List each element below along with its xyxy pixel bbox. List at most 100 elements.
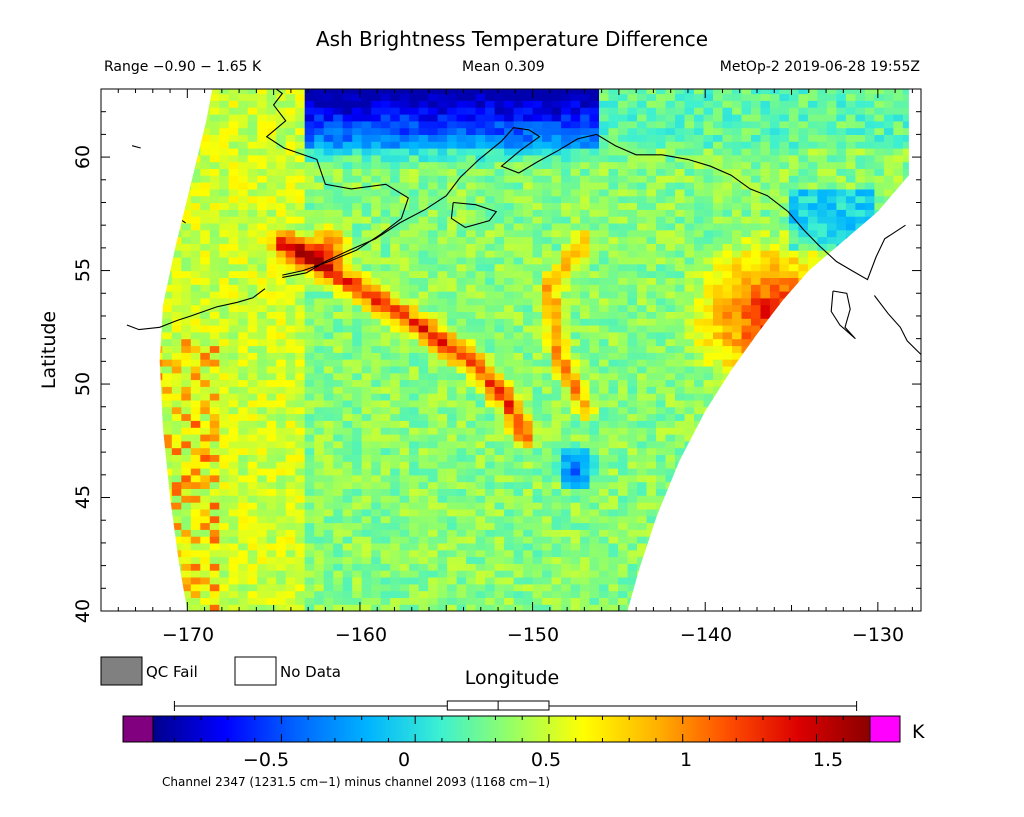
heatmap-cell (826, 359, 837, 367)
heatmap-cell (694, 488, 705, 496)
heatmap-cell (323, 604, 334, 611)
heatmap-cell (228, 236, 239, 244)
heatmap-cell (760, 318, 771, 326)
heatmap-cell (826, 284, 837, 292)
heatmap-cell (276, 542, 287, 551)
heatmap-cell (656, 481, 667, 489)
heatmap-cell (399, 570, 410, 578)
heatmap-cell (485, 447, 496, 455)
heatmap-cell (675, 434, 686, 442)
heatmap-cell (466, 515, 477, 524)
heatmap-cell (475, 297, 486, 306)
heatmap-cell (159, 277, 163, 285)
heatmap-cell (247, 365, 258, 374)
heatmap-cell (817, 216, 828, 224)
heatmap-cell (542, 379, 553, 387)
heatmap-cell (855, 549, 866, 558)
heatmap-cell (722, 372, 733, 381)
heatmap-cell (390, 536, 401, 544)
heatmap-cell (788, 345, 799, 353)
heatmap-cell (409, 243, 420, 251)
heatmap-cell (722, 536, 733, 544)
heatmap-cell (228, 604, 239, 611)
heatmap-cell (504, 590, 515, 598)
heatmap-cell (209, 188, 220, 197)
heatmap-cell (618, 236, 629, 244)
heatmap-cell (788, 413, 799, 421)
heatmap-cell (171, 338, 182, 347)
heatmap-cell (608, 372, 619, 381)
heatmap-cell (665, 318, 676, 326)
heatmap-cell (159, 570, 163, 578)
heatmap-cell (475, 331, 486, 340)
heatmap-cell (618, 420, 629, 428)
heatmap-cell (342, 434, 353, 442)
heatmap-cell (159, 406, 163, 415)
heatmap-cell (304, 263, 315, 272)
heatmap-cell (418, 474, 429, 483)
heatmap-cell (399, 338, 410, 347)
heatmap-cell (788, 325, 799, 333)
heatmap-cell (399, 508, 410, 517)
heatmap-cell (409, 359, 420, 367)
heatmap-cell (751, 399, 762, 408)
heatmap-cell (159, 216, 163, 224)
heatmap-cell (428, 229, 439, 238)
heatmap-cell (494, 331, 505, 340)
heatmap-cell (162, 338, 173, 347)
heatmap-cell (314, 495, 325, 503)
heatmap-cell (437, 352, 448, 360)
heatmap-cell (390, 338, 401, 347)
heatmap-cell (618, 372, 629, 381)
heatmap-cell (599, 297, 610, 306)
heatmap-cell (190, 488, 201, 496)
heatmap-cell (171, 481, 182, 489)
heatmap-cell (675, 508, 686, 517)
heatmap-cell (295, 331, 306, 340)
heatmap-cell (551, 256, 562, 265)
heatmap-cell (589, 277, 600, 285)
heatmap-cell (836, 304, 847, 312)
heatmap-cell (361, 420, 372, 428)
heatmap-cell (257, 250, 268, 258)
heatmap-cell (371, 270, 382, 278)
heatmap-cell (428, 529, 439, 537)
heatmap-cell (845, 222, 856, 231)
heatmap-cell (257, 236, 268, 244)
heatmap-cell (732, 570, 743, 578)
heatmap-cell (732, 345, 743, 353)
heatmap-cell (532, 202, 543, 210)
heatmap-cell (779, 202, 790, 210)
heatmap-cell (807, 536, 818, 544)
heatmap-cell (694, 277, 705, 285)
heatmap-cell (817, 399, 828, 408)
heatmap-cell (380, 379, 391, 387)
heatmap-cell (352, 542, 363, 551)
heatmap-cell (855, 399, 866, 408)
heatmap-cell (551, 325, 562, 333)
heatmap-cell (675, 304, 686, 312)
heatmap-cell (314, 250, 325, 258)
heatmap-cell (276, 406, 287, 415)
heatmap-cell (542, 325, 553, 333)
heatmap-cell (646, 270, 657, 278)
heatmap-cell (627, 209, 638, 217)
heatmap-cell (817, 577, 828, 585)
heatmap-cell (817, 549, 828, 558)
heatmap-cell (228, 291, 239, 299)
heatmap-cell (722, 284, 733, 292)
heatmap-cell (722, 209, 733, 217)
heatmap-cell (219, 216, 230, 224)
heatmap-cell (665, 474, 676, 483)
heatmap-cell (475, 311, 486, 319)
heatmap-cell (247, 570, 258, 578)
heatmap-cell (798, 365, 809, 374)
heatmap-cell (646, 522, 657, 530)
heatmap-cell (751, 229, 762, 238)
heatmap-cell (390, 386, 401, 394)
heatmap-cell (428, 563, 439, 571)
heatmap-cell (637, 542, 648, 551)
heatmap-cell (523, 229, 534, 238)
heatmap-cell (675, 454, 686, 462)
heatmap-cell (589, 413, 600, 421)
